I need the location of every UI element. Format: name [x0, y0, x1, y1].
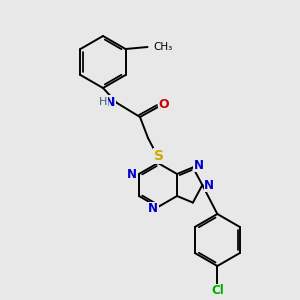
Text: N: N — [105, 95, 115, 109]
Text: N: N — [204, 178, 214, 191]
Text: H: H — [99, 97, 107, 107]
Text: O: O — [159, 98, 169, 112]
Text: N: N — [194, 159, 204, 172]
Text: S: S — [154, 149, 164, 163]
Text: N: N — [148, 202, 158, 215]
Text: Cl: Cl — [211, 284, 224, 298]
Text: N: N — [127, 167, 137, 181]
Text: CH₃: CH₃ — [154, 42, 173, 52]
